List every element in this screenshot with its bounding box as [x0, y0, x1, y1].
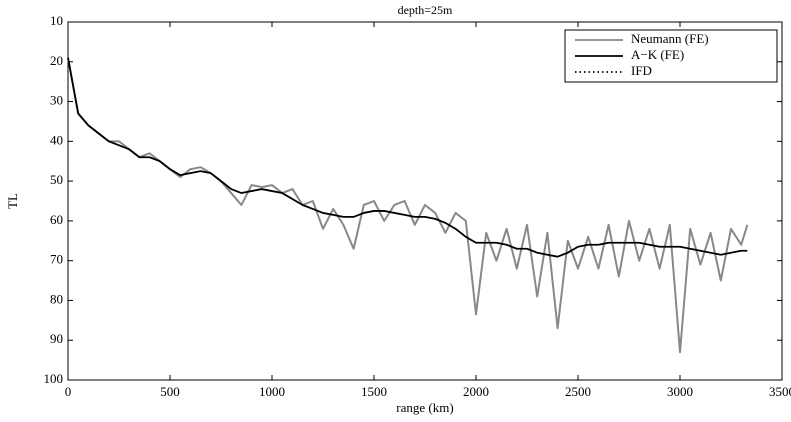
legend-label: A−K (FE) — [631, 47, 684, 62]
x-tick-label: 2000 — [463, 384, 489, 399]
x-tick-label: 0 — [65, 384, 72, 399]
x-tick-label: 2500 — [565, 384, 591, 399]
y-tick-label: 60 — [50, 212, 63, 227]
y-tick-label: 50 — [50, 172, 63, 187]
y-tick-label: 70 — [50, 252, 63, 267]
y-tick-label: 10 — [50, 13, 63, 28]
plot-frame — [67, 21, 783, 381]
y-tick-label: 80 — [50, 291, 63, 306]
y-tick-label: 40 — [50, 132, 63, 147]
y-axis-label: TL — [5, 193, 20, 209]
line-series — [67, 57, 748, 258]
y-tick-label: 20 — [50, 53, 63, 68]
legend-label: IFD — [631, 63, 652, 78]
y-tick-label: 100 — [44, 371, 64, 386]
chart-title: depth=25m — [398, 3, 453, 17]
x-tick-label: 3500 — [769, 384, 791, 399]
x-tick-label: 1500 — [361, 384, 387, 399]
legend-label: Neumann (FE) — [631, 31, 709, 46]
line-series — [67, 57, 748, 258]
x-tick-label: 3000 — [667, 384, 693, 399]
line-series — [67, 57, 749, 354]
x-tick-label: 1000 — [259, 384, 285, 399]
x-tick-label: 500 — [160, 384, 180, 399]
x-axis-label: range (km) — [396, 400, 453, 415]
y-tick-label: 30 — [50, 93, 63, 108]
y-tick-label: 90 — [50, 331, 63, 346]
